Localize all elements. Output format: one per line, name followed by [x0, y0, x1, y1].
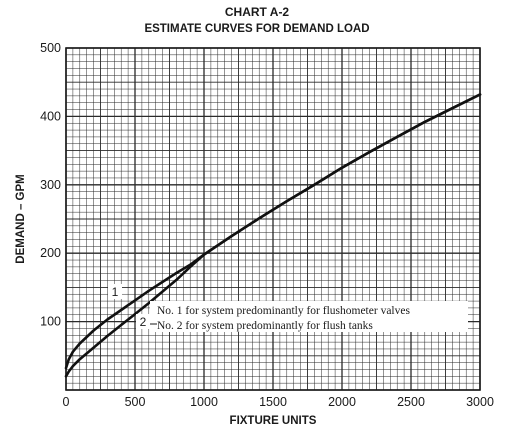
- curve-1-label-background: [108, 284, 122, 299]
- x-tick-label: 2000: [328, 395, 356, 409]
- y-axis-label: DEMAND – GPM: [15, 174, 27, 263]
- curve-2-label: 2: [140, 315, 147, 329]
- x-axis-label: FIXTURE UNITS: [230, 415, 317, 427]
- y-tick-label: 500: [40, 41, 61, 55]
- y-tick-label: 300: [40, 178, 61, 192]
- plot-area-frame: [65, 47, 481, 391]
- annotation-background: [150, 301, 468, 332]
- x-tick-label: 3000: [466, 395, 494, 409]
- x-tick-label: 1500: [259, 395, 287, 409]
- curve-2-line: [64, 93, 482, 378]
- chart-title: CHART A-2: [225, 5, 290, 19]
- y-tick-label: 400: [40, 109, 61, 123]
- y-tick-label: 100: [40, 315, 61, 329]
- curve-1-label: 1: [112, 285, 119, 299]
- x-tick-label: 0: [63, 395, 70, 409]
- tick-labels: 0 500 1000 1500 2000 2500 3000 100 200 300 400 500: [40, 41, 494, 409]
- annotation-curve-2: No. 2 for system predominantly for flush…: [157, 320, 373, 332]
- curve-2-label-background: [136, 314, 150, 329]
- x-tick-label: 1000: [190, 395, 218, 409]
- chart-subtitle: ESTIMATE CURVES FOR DEMAND LOAD: [144, 23, 369, 35]
- grid-lines: [65, 47, 481, 391]
- x-tick-label: 500: [125, 395, 146, 409]
- demand-curves: [64, 93, 482, 378]
- x-tick-label: 2500: [397, 395, 425, 409]
- annotation-curve-1: No. 1 for system predominantly for flush…: [157, 305, 410, 317]
- y-tick-label: 200: [40, 246, 61, 260]
